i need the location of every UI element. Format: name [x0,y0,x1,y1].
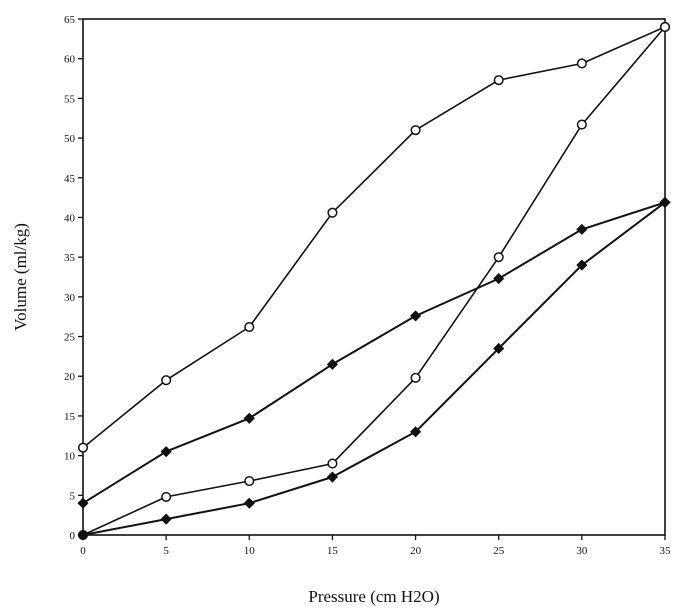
open-circle-marker [161,375,172,386]
open-circle-marker [244,475,255,487]
series-3 [77,196,671,509]
x-tick-label: 0 [80,545,86,557]
open-circle-marker [327,207,338,218]
y-axis-title: Volume (ml/kg) [11,223,30,331]
open-circle-marker [244,321,255,333]
filled-diamond-marker [576,223,588,235]
open-circle-marker [493,252,504,263]
series-line [82,201,666,505]
series-layer [77,21,671,541]
y-tick-label: 55 [64,93,76,105]
plot-frame [82,18,666,536]
open-circle-marker [659,21,671,32]
y-tick-label: 65 [64,14,76,26]
y-tick-label: 15 [64,411,76,423]
filled-diamond-marker [160,513,172,525]
filled-diamond-marker [493,273,505,285]
filled-diamond-marker [576,259,588,271]
y-tick-label: 50 [64,133,76,145]
filled-diamond-marker [410,310,422,322]
x-tick-label: 25 [493,545,505,557]
y-axis: 0 5 10 15 20 25 30 35 40 45 50 55 60 65 [64,14,83,542]
filled-diamond-marker [243,497,255,509]
y-tick-label: 25 [64,332,76,344]
y-tick-label: 45 [64,173,76,185]
y-tick-label: 0 [70,530,76,542]
filled-diamond-marker [493,342,505,355]
filled-diamond-marker [77,497,89,509]
y-tick-label: 20 [64,371,76,383]
y-tick-label: 5 [70,490,76,502]
y-tick-label: 60 [64,54,76,66]
series-2 [77,21,671,541]
filled-diamond-marker [659,196,671,208]
x-tick-label: 5 [163,545,169,557]
x-tick-label: 10 [244,545,256,557]
filled-diamond-marker [326,471,338,483]
x-tick-label: 30 [576,545,588,557]
y-tick-label: 40 [64,212,76,224]
series-line [82,26,666,536]
y-tick-label: 35 [64,252,76,264]
filled-diamond-marker [77,529,89,541]
plot-border [82,18,666,536]
filled-diamond-marker [410,426,422,438]
series-1 [77,21,671,453]
series-line [82,26,666,449]
y-tick-label: 10 [64,451,76,463]
open-circle-marker [410,125,421,136]
x-axis: 0 5 10 15 20 25 30 35 [80,535,671,557]
x-tick-label: 15 [327,545,339,557]
open-circle-marker [77,442,89,453]
open-circle-marker [493,75,504,86]
x-axis-title: Pressure (cm H2O) [308,587,439,606]
x-tick-label: 35 [660,545,672,557]
y-tick-label: 30 [64,292,76,304]
open-circle-marker [161,491,172,502]
open-circle-marker [576,119,587,130]
open-circle-marker [410,372,421,383]
open-circle-marker [576,58,587,69]
filled-diamond-marker [160,446,172,458]
series-4 [77,196,671,541]
series-line [82,201,666,536]
filled-diamond-marker [326,358,338,370]
filled-diamond-marker [243,412,255,424]
x-tick-label: 20 [410,545,422,557]
open-circle-marker [327,458,338,469]
